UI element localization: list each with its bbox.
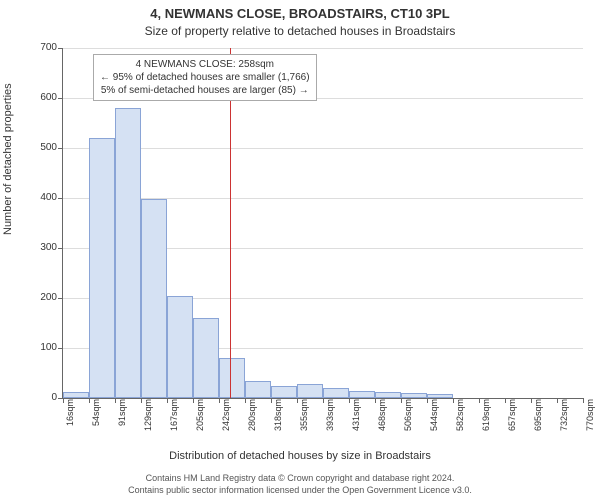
x-tick-mark	[115, 398, 116, 403]
x-tick-mark	[583, 398, 584, 403]
x-tick-label: 129sqm	[144, 399, 153, 431]
gridline	[63, 148, 583, 149]
y-tick-mark	[58, 48, 63, 49]
y-tick-label: 200	[23, 293, 57, 303]
y-tick-mark	[58, 148, 63, 149]
histogram-bar	[427, 394, 453, 398]
gridline	[63, 48, 583, 49]
x-tick-label: 355sqm	[300, 399, 309, 431]
x-tick-mark	[219, 398, 220, 403]
footer: Contains HM Land Registry data © Crown c…	[0, 472, 600, 496]
x-tick-label: 732sqm	[560, 399, 569, 431]
y-tick-mark	[58, 198, 63, 199]
y-tick-mark	[58, 98, 63, 99]
x-tick-label: 544sqm	[430, 399, 439, 431]
chart-container: 4, NEWMANS CLOSE, BROADSTAIRS, CT10 3PL …	[0, 0, 600, 500]
x-tick-label: 657sqm	[508, 399, 517, 431]
histogram-bar	[349, 391, 375, 399]
x-tick-label: 205sqm	[196, 399, 205, 431]
x-tick-label: 468sqm	[378, 399, 387, 431]
y-tick-label: 500	[23, 143, 57, 153]
x-tick-label: 280sqm	[248, 399, 257, 431]
histogram-bar	[219, 358, 245, 398]
histogram-bar	[89, 138, 115, 398]
x-tick-mark	[401, 398, 402, 403]
x-tick-label: 619sqm	[482, 399, 491, 431]
histogram-bar	[193, 318, 219, 398]
footer-line2: Contains public sector information licen…	[0, 484, 600, 496]
histogram-bar	[63, 392, 89, 398]
x-tick-label: 242sqm	[222, 399, 231, 431]
x-tick-mark	[557, 398, 558, 403]
histogram-bar	[141, 199, 167, 398]
histogram-bar	[167, 296, 193, 399]
x-tick-mark	[505, 398, 506, 403]
x-tick-mark	[167, 398, 168, 403]
chart-title-line2: Size of property relative to detached ho…	[0, 24, 600, 38]
annotation-line1: 4 NEWMANS CLOSE: 258sqm	[100, 58, 310, 71]
y-tick-label: 400	[23, 193, 57, 203]
y-tick-label: 100	[23, 343, 57, 353]
y-tick-mark	[58, 298, 63, 299]
x-tick-mark	[323, 398, 324, 403]
y-tick-mark	[58, 248, 63, 249]
x-tick-label: 318sqm	[274, 399, 283, 431]
x-axis-label: Distribution of detached houses by size …	[0, 450, 600, 462]
x-tick-label: 431sqm	[352, 399, 361, 431]
y-tick-label: 0	[23, 393, 57, 403]
histogram-bar	[271, 386, 297, 398]
histogram-bar	[297, 384, 323, 398]
x-tick-label: 770sqm	[586, 399, 595, 431]
footer-line1: Contains HM Land Registry data © Crown c…	[0, 472, 600, 484]
y-tick-mark	[58, 348, 63, 349]
y-tick-label: 700	[23, 43, 57, 53]
y-axis-label: Number of detached properties	[2, 83, 14, 235]
x-tick-mark	[245, 398, 246, 403]
x-tick-mark	[427, 398, 428, 403]
x-tick-label: 91sqm	[118, 399, 127, 426]
x-tick-label: 54sqm	[92, 399, 101, 426]
y-tick-label: 300	[23, 243, 57, 253]
x-tick-mark	[297, 398, 298, 403]
histogram-bar	[115, 108, 141, 398]
histogram-bar	[245, 381, 271, 399]
x-tick-label: 506sqm	[404, 399, 413, 431]
annotation-line2: ← 95% of detached houses are smaller (1,…	[100, 71, 310, 84]
x-tick-label: 695sqm	[534, 399, 543, 431]
y-tick-label: 600	[23, 93, 57, 103]
x-tick-mark	[479, 398, 480, 403]
annotation-box: 4 NEWMANS CLOSE: 258sqm ← 95% of detache…	[93, 54, 317, 101]
chart-title-line1: 4, NEWMANS CLOSE, BROADSTAIRS, CT10 3PL	[0, 6, 600, 21]
x-tick-label: 393sqm	[326, 399, 335, 431]
histogram-bar	[401, 393, 427, 399]
x-tick-label: 582sqm	[456, 399, 465, 431]
x-tick-mark	[141, 398, 142, 403]
annotation-line3: 5% of semi-detached houses are larger (8…	[100, 84, 310, 97]
histogram-bar	[323, 388, 349, 398]
x-tick-mark	[375, 398, 376, 403]
x-tick-mark	[63, 398, 64, 403]
plot-area: 010020030040050060070016sqm54sqm91sqm129…	[62, 48, 583, 399]
x-tick-label: 16sqm	[66, 399, 75, 426]
x-tick-label: 167sqm	[170, 399, 179, 431]
histogram-bar	[375, 392, 401, 398]
